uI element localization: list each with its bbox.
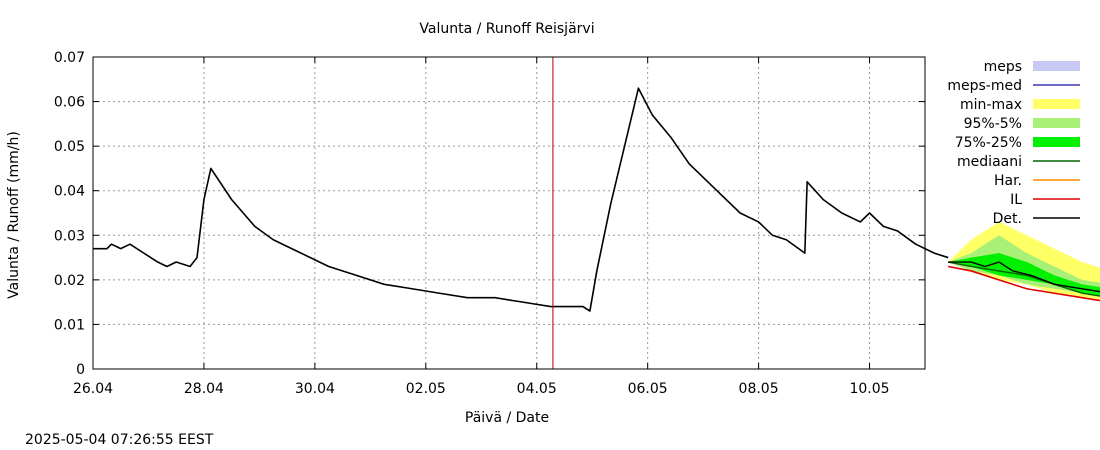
- legend-label-meps_med: meps-med: [947, 78, 1022, 94]
- plot-frame: [92, 56, 926, 370]
- grid-lines: [93, 57, 925, 369]
- line-det-observed: [93, 87, 949, 312]
- x-tick-label: 10.05: [849, 381, 889, 397]
- y-axis-label: Valunta / Runoff (mm/h): [6, 131, 22, 299]
- series-lines: [93, 57, 1100, 369]
- y-tick-label: 0.03: [54, 228, 85, 244]
- legend-swatch-p95_5: [1033, 118, 1080, 128]
- legend-swatch-min_max: [1033, 99, 1080, 109]
- x-tick-label: 04.05: [517, 381, 557, 397]
- y-tick-label: 0.01: [54, 317, 85, 333]
- y-tick-label: 0.05: [54, 139, 85, 155]
- legend-label-p95_5: 95%-5%: [964, 116, 1022, 132]
- legend-label-har: Har.: [994, 173, 1022, 189]
- line-mediaani: [947, 261, 1100, 297]
- legend-swatch-p75_25: [1033, 137, 1080, 147]
- x-tick-label: 08.05: [739, 381, 779, 397]
- y-tick-label: 0.06: [54, 95, 85, 111]
- legend-label-det: Det.: [993, 211, 1022, 227]
- chart-title: Valunta / Runoff Reisjärvi: [419, 21, 594, 37]
- y-tick-label: 0.04: [54, 184, 85, 200]
- line-det-forecast: [948, 261, 1100, 293]
- legend-label-meps: meps: [984, 59, 1022, 75]
- timestamp: 2025-05-04 07:26:55 EEST: [25, 432, 214, 448]
- x-tick-label: 30.04: [295, 381, 335, 397]
- legend-label-min_max: min-max: [960, 97, 1022, 113]
- legend-label-il: IL: [1010, 192, 1022, 208]
- y-axis-ticks: 0 0.01 0.02 0.03 0.04 0.05 0.06 0.07: [54, 50, 925, 378]
- legend-label-p75_25: 75%-25%: [955, 135, 1022, 151]
- line-il: [947, 265, 1100, 302]
- x-axis-ticks: 26.04 28.04 30.04 02.05 04.05 06.05 08.05 10.05: [73, 57, 890, 397]
- y-tick-label: 0.02: [54, 273, 85, 289]
- x-tick-label: 02.05: [406, 381, 446, 397]
- x-tick-label: 28.04: [184, 381, 224, 397]
- y-tick-label: 0: [76, 362, 85, 378]
- x-tick-label: 26.04: [73, 381, 113, 397]
- y-tick-label: 0.07: [54, 50, 85, 66]
- x-tick-label: 06.05: [628, 381, 668, 397]
- legend: meps meps-med min-max 95%-5% 75%-25% mediaani…: [947, 59, 1080, 227]
- legend-label-mediaani: mediaani: [957, 154, 1022, 170]
- x-axis-label: Päivä / Date: [465, 410, 549, 426]
- legend-swatch-meps: [1033, 61, 1080, 71]
